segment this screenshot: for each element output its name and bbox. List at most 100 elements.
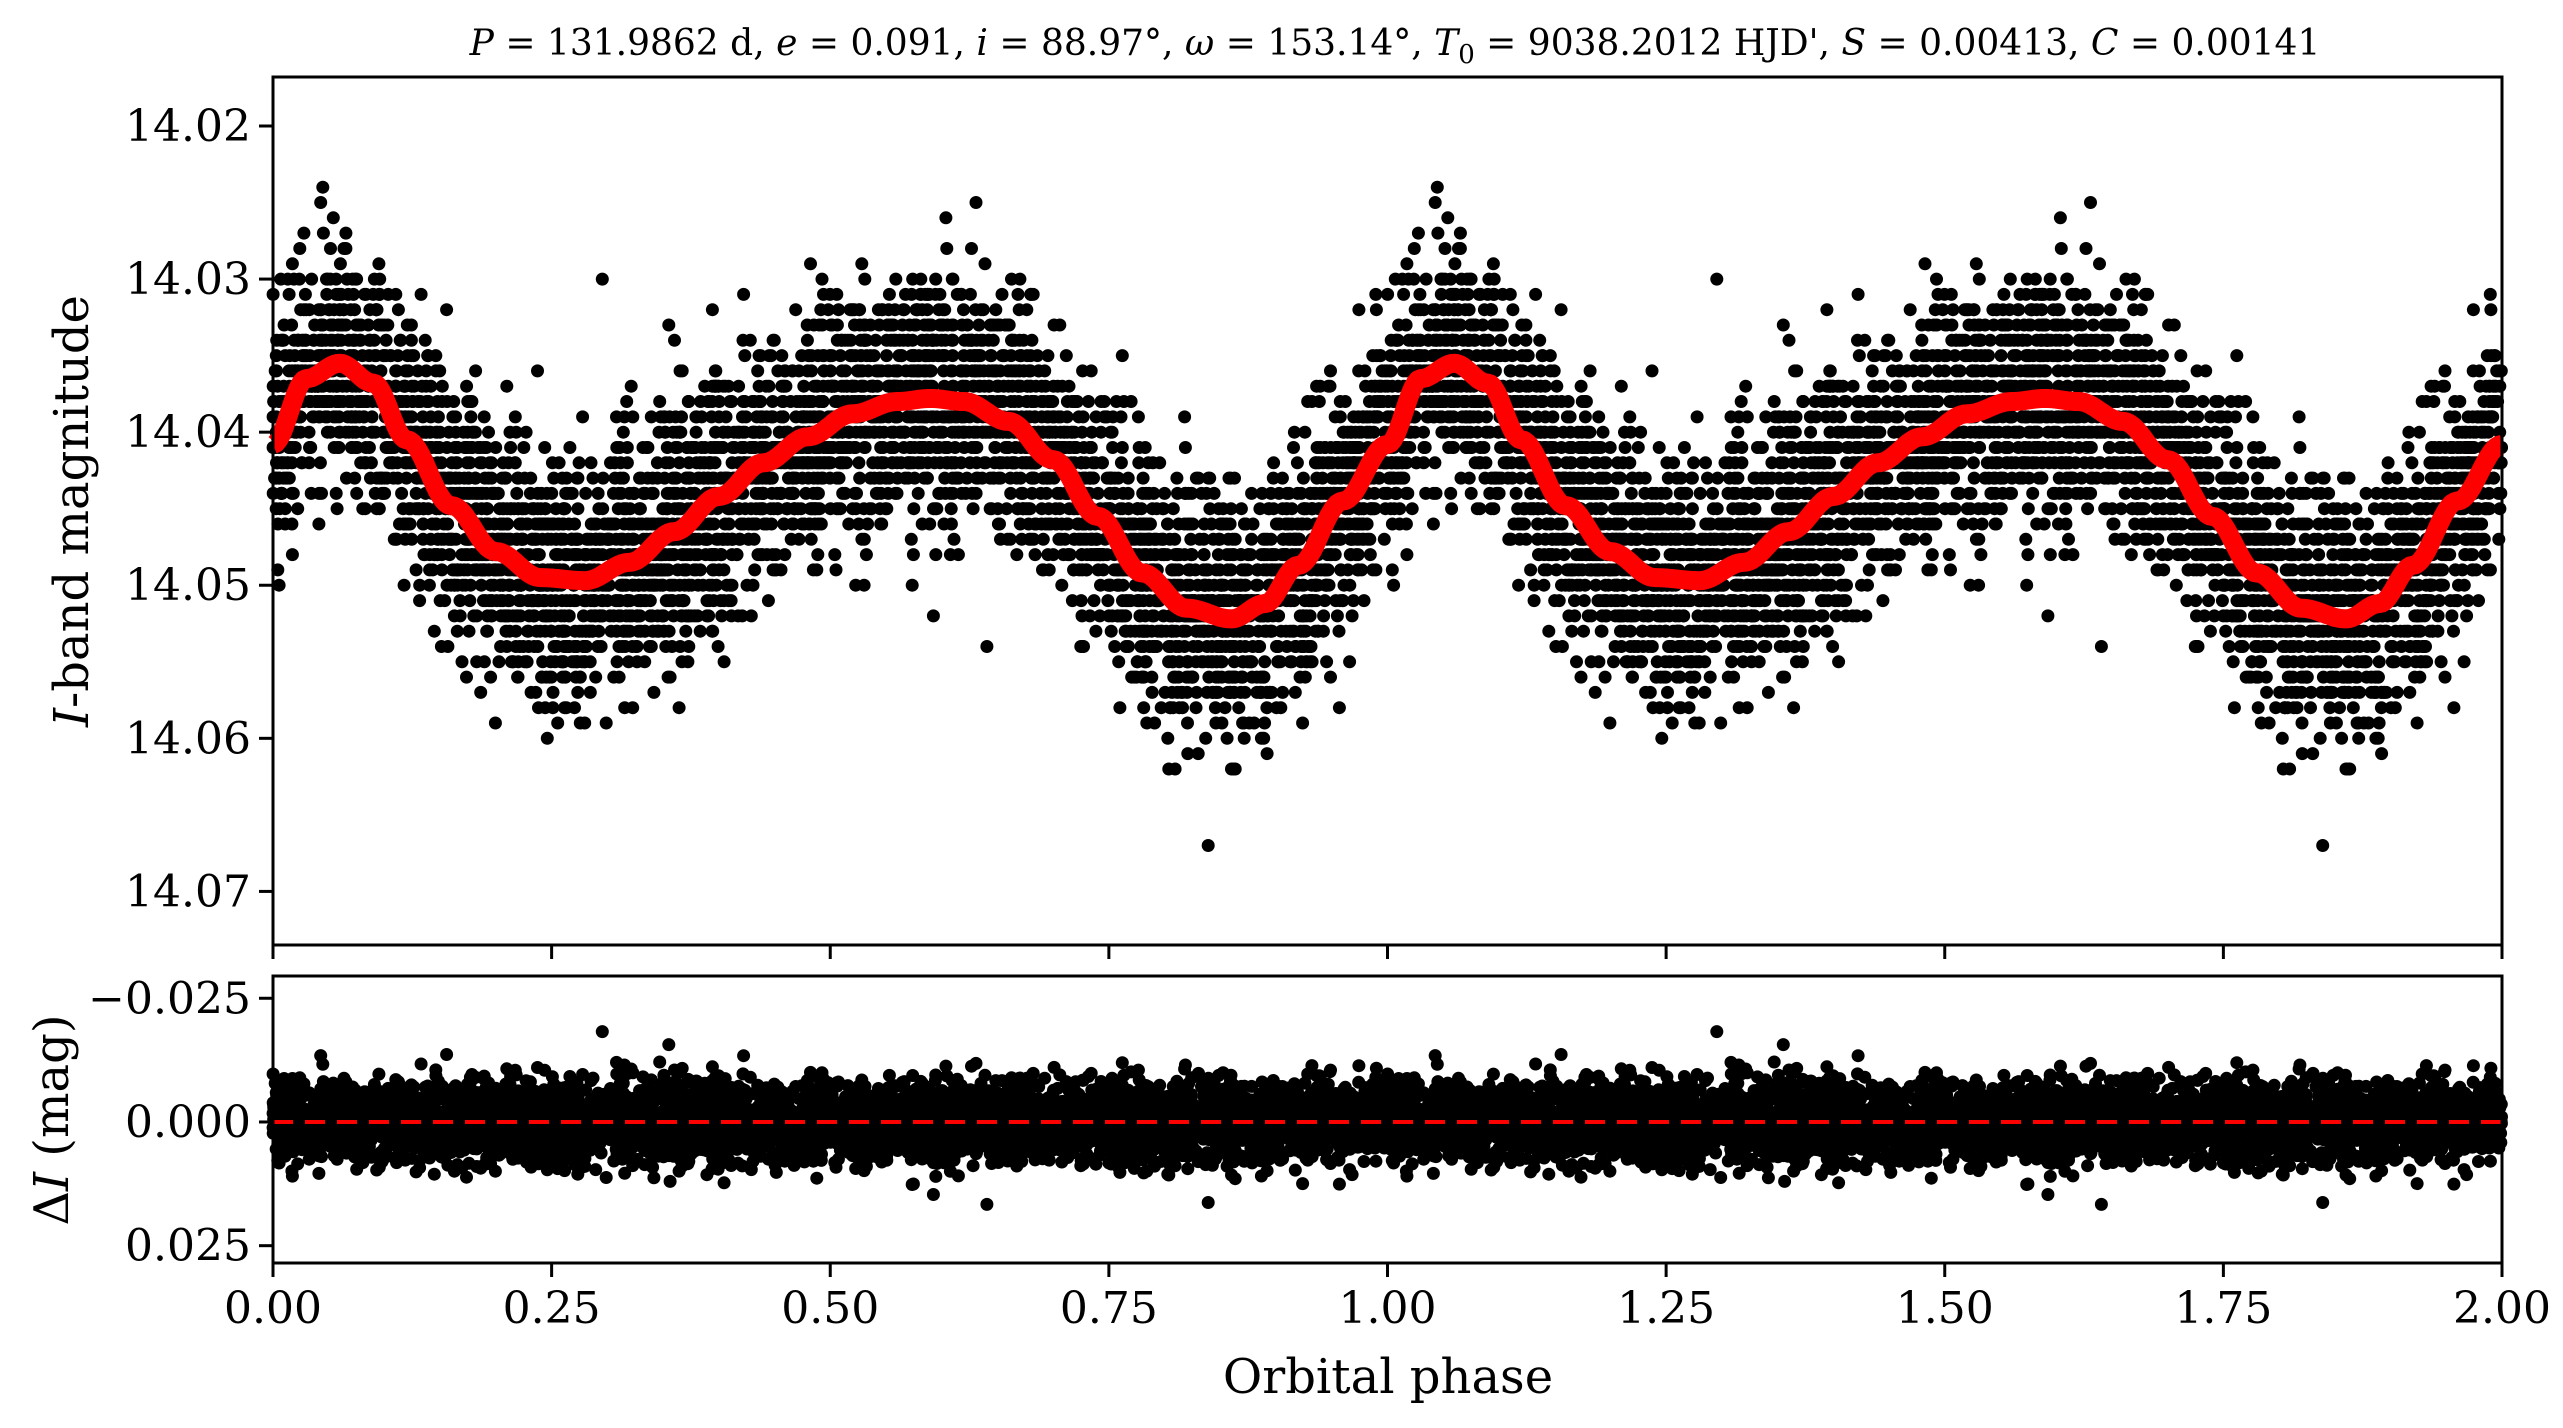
observation-point bbox=[397, 517, 411, 531]
observation-point bbox=[1281, 532, 1295, 546]
observation-point bbox=[573, 716, 587, 730]
observation-point bbox=[926, 609, 940, 623]
observation-point bbox=[1165, 685, 1179, 699]
observation-point bbox=[1103, 486, 1117, 500]
observation-point bbox=[2251, 471, 2265, 485]
observation-point bbox=[1258, 716, 1272, 730]
observation-point bbox=[988, 441, 1002, 454]
observation-point bbox=[1351, 441, 1365, 454]
observation-point bbox=[302, 456, 316, 470]
observation-point bbox=[896, 303, 910, 317]
observation-point bbox=[520, 655, 534, 669]
observation-point bbox=[844, 333, 858, 347]
observation-point bbox=[496, 456, 510, 470]
observation-point bbox=[1189, 701, 1203, 715]
observation-point bbox=[441, 517, 455, 531]
observation-point bbox=[484, 670, 498, 684]
observation-point bbox=[1397, 287, 1411, 301]
observation-point bbox=[935, 333, 949, 347]
observation-point bbox=[332, 303, 346, 317]
observation-point bbox=[616, 471, 630, 485]
observation-point bbox=[1330, 609, 1344, 623]
observation-point bbox=[1318, 441, 1332, 454]
observation-point bbox=[939, 211, 953, 225]
observation-point bbox=[1080, 563, 1094, 577]
observation-point bbox=[1121, 486, 1135, 500]
observation-point bbox=[616, 425, 630, 439]
observation-point bbox=[271, 563, 285, 577]
observation-point bbox=[584, 456, 598, 470]
observation-point bbox=[1343, 578, 1357, 592]
observation-point bbox=[591, 486, 605, 500]
observation-point bbox=[1533, 333, 1547, 347]
observation-point bbox=[675, 548, 689, 562]
observation-point bbox=[1357, 410, 1370, 424]
observation-point bbox=[329, 486, 343, 500]
observation-point bbox=[404, 502, 418, 516]
observation-point bbox=[1334, 563, 1348, 577]
observation-point bbox=[1333, 594, 1347, 608]
observation-point bbox=[1185, 486, 1199, 500]
observation-point bbox=[810, 563, 824, 577]
observation-point bbox=[1280, 502, 1294, 516]
observation-point bbox=[596, 471, 610, 485]
observation-point bbox=[1317, 609, 1331, 623]
observation-point bbox=[984, 349, 998, 363]
observation-point bbox=[858, 425, 872, 439]
observation-point bbox=[846, 502, 860, 516]
observation-point bbox=[853, 364, 867, 378]
observation-point bbox=[685, 578, 699, 592]
observation-point bbox=[527, 502, 541, 516]
observation-point bbox=[1322, 578, 1336, 592]
observation-point bbox=[709, 441, 723, 454]
observation-point bbox=[627, 517, 640, 531]
observation-point bbox=[449, 456, 463, 470]
observation-point bbox=[308, 318, 322, 332]
observation-point bbox=[789, 303, 803, 317]
observation-point bbox=[709, 578, 723, 592]
observation-point bbox=[632, 609, 646, 623]
observation-point bbox=[753, 502, 766, 516]
observation-point bbox=[911, 364, 925, 378]
observation-point bbox=[303, 395, 317, 408]
observation-point bbox=[435, 379, 449, 393]
observation-point bbox=[1154, 701, 1168, 715]
observation-point bbox=[359, 287, 373, 301]
observation-point bbox=[1121, 640, 1135, 653]
observation-point bbox=[1007, 364, 1021, 378]
observation-point bbox=[839, 456, 853, 470]
observation-point bbox=[1284, 594, 1297, 608]
observation-point bbox=[972, 379, 986, 393]
observation-point bbox=[1178, 410, 1192, 424]
observation-point bbox=[572, 456, 586, 470]
observation-point bbox=[889, 272, 903, 286]
observation-point bbox=[617, 578, 630, 592]
observation-point bbox=[1267, 456, 1281, 470]
observation-point bbox=[1004, 486, 1018, 500]
observation-point bbox=[326, 379, 340, 393]
observation-point bbox=[737, 441, 751, 454]
observation-point bbox=[705, 548, 719, 562]
observation-point bbox=[509, 640, 523, 653]
observation-point bbox=[1138, 441, 1152, 454]
observation-point bbox=[464, 410, 478, 424]
observation-point bbox=[521, 624, 534, 638]
observation-point bbox=[904, 532, 918, 546]
observation-point bbox=[610, 655, 624, 669]
observation-point bbox=[584, 517, 598, 531]
observation-point bbox=[682, 395, 696, 408]
observation-point bbox=[1307, 486, 1321, 500]
observation-point bbox=[389, 532, 403, 546]
observation-point bbox=[1213, 563, 1227, 577]
observation-point bbox=[369, 303, 383, 317]
observation-point bbox=[1087, 594, 1101, 608]
observation-point bbox=[662, 318, 676, 332]
observation-point bbox=[1227, 685, 1241, 699]
observation-point bbox=[293, 242, 307, 255]
observation-point bbox=[595, 272, 609, 286]
observation-point bbox=[1131, 410, 1145, 424]
observation-point bbox=[1067, 563, 1081, 577]
observation-point bbox=[474, 578, 488, 592]
observation-point bbox=[559, 701, 573, 715]
observation-point bbox=[526, 609, 540, 623]
